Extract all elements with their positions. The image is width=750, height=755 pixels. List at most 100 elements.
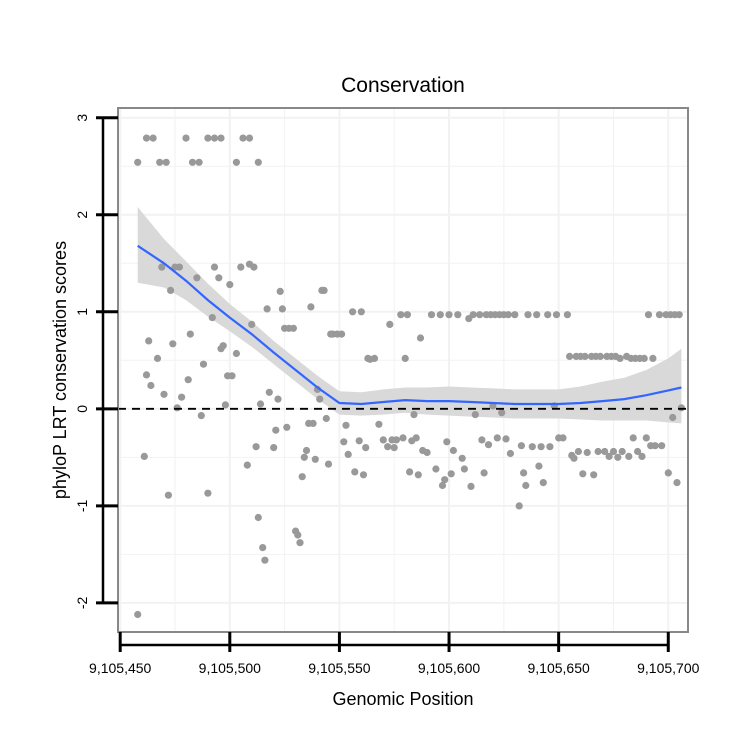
data-point	[359, 471, 368, 479]
data-point	[162, 158, 170, 166]
data-point	[248, 320, 256, 328]
data-point	[480, 469, 488, 477]
data-point	[210, 263, 219, 271]
data-point	[142, 134, 151, 142]
data-point	[204, 489, 212, 497]
data-point	[416, 334, 425, 342]
data-point	[384, 443, 392, 451]
data-point	[566, 352, 574, 360]
data-point	[397, 311, 405, 319]
data-point	[302, 446, 311, 455]
data-point	[261, 556, 269, 564]
data-point	[605, 452, 613, 460]
data-point	[629, 434, 637, 442]
data-point	[537, 443, 545, 451]
data-point	[153, 354, 162, 362]
data-point	[432, 465, 440, 473]
data-point	[186, 330, 194, 338]
data-point	[423, 448, 431, 457]
data-point	[664, 469, 672, 477]
data-point	[634, 447, 642, 456]
data-point	[362, 444, 370, 452]
data-point	[298, 473, 306, 481]
data-point	[156, 158, 164, 166]
data-point	[443, 438, 451, 446]
data-point	[188, 158, 197, 166]
data-point	[289, 324, 297, 332]
data-point	[403, 311, 411, 319]
data-point	[570, 454, 578, 462]
data-point	[614, 453, 622, 461]
data-point	[609, 447, 618, 456]
data-point	[340, 438, 348, 446]
data-point	[601, 447, 609, 456]
data-point	[164, 491, 172, 499]
data-point	[392, 436, 400, 444]
data-point	[259, 544, 267, 552]
data-point	[590, 471, 598, 479]
data-point	[579, 470, 587, 478]
data-point	[673, 479, 681, 487]
data-point	[640, 354, 648, 362]
data-point	[581, 352, 589, 360]
data-point	[427, 311, 436, 319]
data-point	[478, 436, 486, 444]
data-point	[596, 352, 604, 360]
data-point	[300, 453, 308, 461]
data-point	[342, 421, 350, 429]
data-point	[210, 134, 219, 142]
data-point	[504, 311, 512, 319]
chart-title: Conservation	[341, 74, 465, 97]
data-point	[644, 311, 653, 319]
data-point	[375, 420, 383, 428]
data-point	[199, 360, 208, 368]
data-point	[406, 468, 414, 476]
data-point	[655, 311, 664, 319]
x-tick-label: 9,105,450	[89, 660, 151, 676]
confidence-ribbon	[137, 207, 682, 424]
data-point	[471, 411, 479, 419]
data-point	[239, 134, 247, 142]
data-point	[386, 320, 394, 328]
data-point	[355, 437, 363, 445]
data-point	[502, 435, 510, 443]
data-point	[252, 443, 260, 451]
data-point	[320, 286, 328, 294]
data-point	[574, 447, 583, 456]
data-point	[274, 395, 282, 403]
data-point	[228, 372, 236, 380]
data-point	[467, 482, 475, 490]
data-point	[524, 311, 532, 319]
data-point	[476, 311, 484, 319]
data-point	[197, 412, 205, 420]
data-point	[169, 340, 177, 348]
data-point	[311, 455, 319, 463]
data-point	[178, 393, 186, 401]
data-point	[460, 465, 468, 473]
x-tick-label: 9,105,600	[418, 660, 480, 676]
x-tick-label: 9,105,700	[637, 660, 699, 676]
y-axis: -2 -1 0 1 2 3	[74, 114, 118, 609]
data-point	[182, 134, 190, 142]
data-point	[493, 434, 501, 442]
x-axis-label: Genomic Position	[332, 689, 473, 709]
data-point	[256, 400, 265, 408]
data-point	[484, 441, 493, 449]
data-point	[195, 158, 203, 166]
data-point	[436, 311, 444, 319]
data-point	[546, 443, 554, 451]
data-point	[140, 452, 148, 460]
y-tick-label: -2	[74, 596, 90, 609]
data-point	[243, 461, 251, 469]
data-point	[441, 476, 449, 484]
data-point	[226, 281, 234, 289]
data-point	[544, 311, 552, 319]
data-point	[263, 305, 271, 313]
data-point	[245, 134, 254, 142]
data-point	[204, 134, 212, 142]
data-point	[563, 311, 572, 319]
data-point	[454, 311, 462, 319]
data-point	[147, 381, 155, 390]
